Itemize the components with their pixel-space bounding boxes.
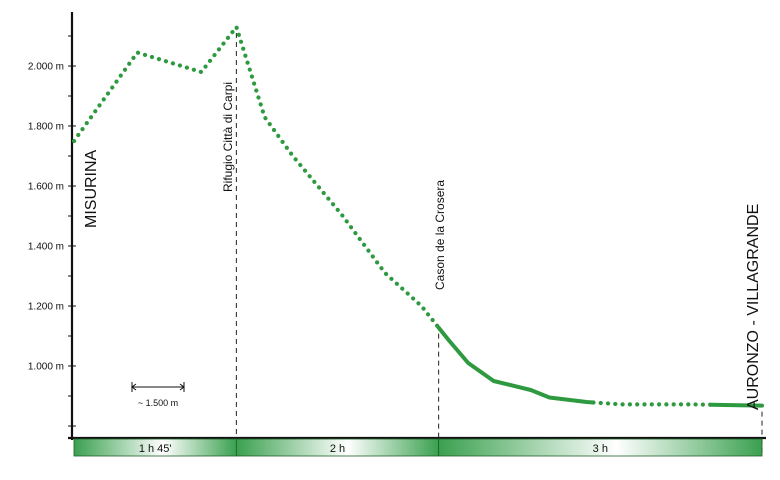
- time-segment-label: 2 h: [330, 443, 345, 455]
- place-label: AURONZO - VILLAGRANDE: [745, 204, 762, 410]
- elevation-profile-line: [71, 24, 764, 408]
- profile-dotted-segment: [71, 24, 441, 330]
- y-tick-label: 1.000 m: [28, 362, 64, 373]
- profile-solid-segment: [436, 325, 596, 405]
- y-tick-label: 1.600 m: [28, 182, 64, 193]
- place-labels: MISURINA Rifugio Città di Carpi Cason de l…: [83, 82, 762, 410]
- time-segment-bar: 1 h 45' 2 h 3 h: [73, 438, 763, 457]
- place-label: Rifugio Città di Carpi: [221, 82, 235, 192]
- scale-bar-right-arrow: [179, 383, 185, 391]
- y-tick-label: 2.000 m: [28, 62, 64, 73]
- scale-bar-label: ~ 1.500 m: [138, 398, 178, 408]
- y-tick-label: 1.200 m: [28, 302, 64, 313]
- place-marker-lines: [235, 33, 763, 456]
- time-segment-label: 3 h: [593, 443, 608, 455]
- profile-solid-segment: [708, 402, 764, 408]
- distance-scale: ~ 1.500 m: [131, 382, 185, 408]
- place-label: Cason de la Crosera: [433, 180, 447, 290]
- place-label: MISURINA: [83, 149, 100, 228]
- profile-dotted-segment: [591, 400, 713, 407]
- y-axis: 1.000 m 1.200 m 1.400 m 1.600 m 1.800 m 2.000…: [28, 12, 766, 440]
- y-tick-label: 1.400 m: [28, 242, 64, 253]
- y-tick-label: 1.800 m: [28, 122, 64, 133]
- time-segment-label: 1 h 45': [139, 443, 172, 455]
- scale-bar-left-arrow: [131, 383, 137, 391]
- time-segment-cell: [438, 438, 763, 457]
